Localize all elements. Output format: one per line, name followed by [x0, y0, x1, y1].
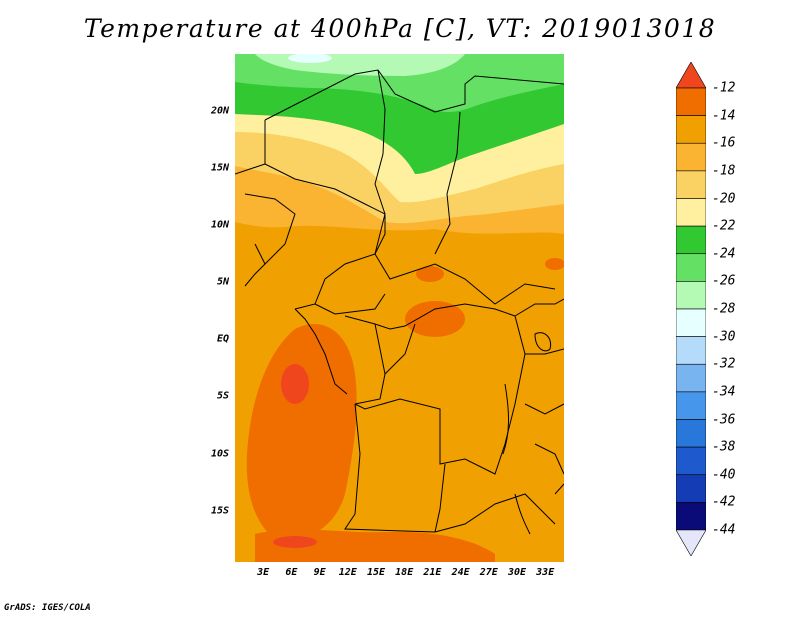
- lat-label: 10S: [210, 448, 229, 460]
- border-chad-car: [374, 214, 556, 305]
- border-west-africa: [235, 120, 296, 265]
- colorbar: [676, 62, 706, 556]
- field-band-14-east: [545, 258, 564, 270]
- border-sahara-east: [374, 69, 386, 215]
- lat-label: 10N: [210, 219, 229, 231]
- colorbar-label: -20: [712, 191, 736, 206]
- field-band-30: [288, 54, 332, 63]
- colorbar-label: -28: [712, 301, 736, 317]
- colorbar-swatch: [676, 446, 706, 476]
- colorbar-swatch: [676, 391, 706, 420]
- field-band-14-south: [255, 529, 495, 562]
- lon-label: 30E: [507, 567, 527, 578]
- colorbar-swatch: [676, 529, 706, 556]
- field-band-12-southwest: [273, 536, 317, 548]
- lon-label: 27E: [479, 567, 498, 578]
- colorbar-swatch: [676, 225, 706, 255]
- border-drc-south: [354, 315, 526, 475]
- border-sahara-north: [264, 69, 564, 121]
- credit-text: GrADS: IGES/COLA: [4, 603, 91, 613]
- colorbar-label: -16: [712, 135, 736, 151]
- colorbar-label: -18: [712, 163, 736, 179]
- lat-label: 15N: [210, 162, 229, 174]
- colorbar-label: -24: [712, 246, 736, 262]
- lon-label: 33E: [536, 567, 555, 578]
- colorbar-label: -32: [712, 356, 736, 372]
- lon-label: 21E: [423, 567, 442, 578]
- colorbar-label: -42: [712, 494, 736, 510]
- colorbar-label: -22: [712, 218, 736, 234]
- border-sudan-chad: [434, 111, 461, 255]
- colorbar-swatch: [676, 336, 706, 365]
- lon-label: 18E: [395, 567, 414, 578]
- colorbar-label: -14: [712, 108, 736, 124]
- border-angola: [344, 403, 446, 533]
- lat-label: 5N: [216, 276, 229, 288]
- colorbar-label: -12: [712, 80, 736, 96]
- colorbar-swatch: [676, 502, 706, 531]
- border-rift-lakes: [502, 383, 531, 535]
- colorbar-swatch: [676, 62, 706, 89]
- field-band-12-west: [281, 364, 309, 404]
- field-band-14-north: [416, 266, 444, 282]
- border-east-2: [534, 443, 564, 495]
- colorbar-swatch: [676, 87, 706, 116]
- border-zambia: [434, 493, 556, 533]
- colorbar-swatch: [676, 474, 706, 503]
- colorbar-swatch: [676, 419, 706, 448]
- colorbar-swatch: [676, 115, 706, 144]
- lat-label: EQ: [216, 333, 229, 345]
- lat-label: 5S: [216, 390, 229, 402]
- colorbar-swatch: [676, 363, 706, 393]
- border-nigeria: [264, 163, 386, 310]
- lon-label: 3E: [257, 567, 270, 578]
- colorbar-label: -26: [712, 273, 736, 289]
- lon-label: 9E: [313, 567, 326, 578]
- colorbar-swatch: [676, 308, 706, 337]
- lon-label: 6E: [285, 567, 298, 578]
- border-east-africa: [514, 298, 564, 415]
- colorbar-label: -44: [712, 522, 736, 538]
- border-congo-drc: [354, 323, 416, 405]
- field-band-14-central: [405, 301, 465, 337]
- lon-label: 15E: [366, 567, 386, 578]
- lat-label: 20N: [210, 105, 229, 117]
- lon-label: 12E: [338, 567, 357, 578]
- lat-label: 15S: [210, 505, 229, 517]
- colorbar-swatch: [676, 142, 706, 172]
- chart-title: Temperature at 400hPa [C], VT: 201901301…: [83, 14, 717, 43]
- colorbar-label: -40: [712, 467, 736, 483]
- colorbar-label: -38: [712, 439, 736, 455]
- colorbar-swatch: [676, 170, 706, 199]
- field-band-14-west: [246, 324, 357, 540]
- border-cameroon-congo: [314, 293, 516, 330]
- colorbar-label: -34: [712, 384, 736, 400]
- lon-label: 24E: [451, 567, 470, 578]
- colorbar-label: -30: [712, 329, 736, 345]
- colorbar-label: -36: [712, 412, 736, 427]
- coastline-west: [244, 263, 348, 395]
- border-lake-victoria: [534, 332, 552, 352]
- colorbar-swatch: [676, 281, 706, 310]
- colorbar-swatch: [676, 253, 706, 282]
- temperature-map: [235, 54, 564, 562]
- colorbar-swatch: [676, 198, 706, 227]
